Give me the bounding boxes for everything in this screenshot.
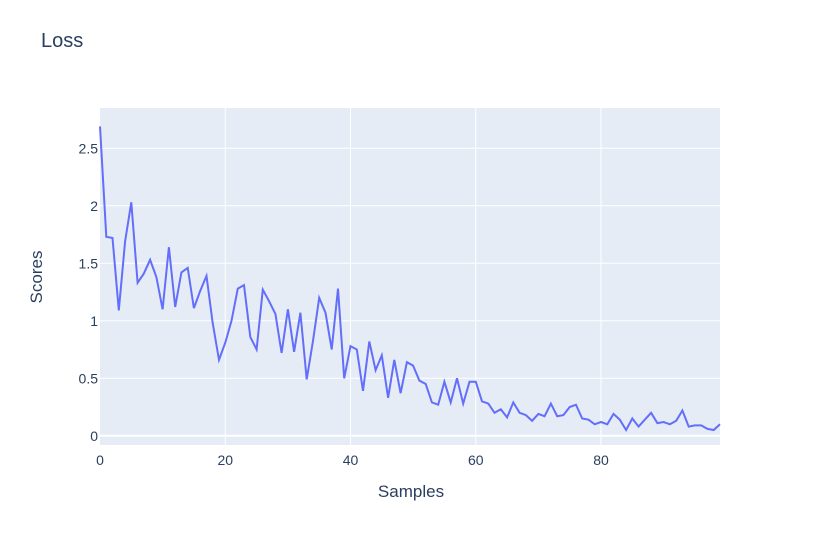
x-axis-title: Samples [378,482,444,501]
x-tick-label: 20 [217,452,233,468]
y-tick-labels: 0 0.5 1 1.5 2 2.5 [79,140,99,444]
y-tick-label: 1 [90,313,98,329]
chart-title: Loss [41,30,83,52]
x-tick-label: 60 [468,452,484,468]
plot-area [100,108,720,445]
series-line [99,126,721,433]
y-tick-label: 0.5 [79,370,99,386]
y-tick-label: 0 [90,428,98,444]
x-tick-labels: 0 20 40 60 80 [96,452,609,468]
y-axis-title: Scores [27,251,46,304]
x-tick-label: 0 [96,452,104,468]
y-gridlines [100,147,720,437]
y-tick-label: 1.5 [79,255,99,271]
x-gridlines [224,108,602,445]
x-tick-label: 40 [343,452,359,468]
y-tick-label: 2.5 [79,140,99,156]
y-tick-label: 2 [90,198,98,214]
x-tick-label: 80 [593,452,609,468]
